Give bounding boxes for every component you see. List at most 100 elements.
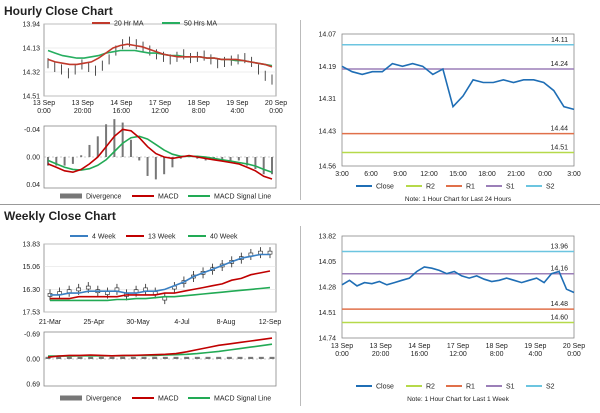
hourly-xtick-date: 14 Sep [110,100,132,107]
weekly-right-frame [341,235,575,339]
weekly-right-xtick-date: 13 Sep [331,343,353,350]
hourly-right-xtick: 12:00 [420,171,438,178]
weekly-right-xtick-date: 18 Sep [486,343,508,350]
hourly-level-label-s1: 14.24 [550,61,568,68]
weekly-4wk-line [50,253,270,296]
weekly-right-ytick: 13.82 [318,234,336,241]
weekly-level-label-s1: 14.16 [550,266,568,273]
weekly-level-label-r1: 14.48 [550,301,568,308]
weekly-ytick: 16.30 [22,287,40,294]
hourly-right-ytick: 14.56 [318,164,336,171]
weekly-xtick: 30-May [126,319,150,326]
weekly-candle-body [267,250,273,255]
weekly-right-legend-s1-label: S1 [506,384,515,391]
hourly-xtick-time: 0:00 [37,108,51,115]
weekly-13wk-line [50,270,271,300]
hourly-xtick-time: 20:00 [74,108,92,115]
hourly-xtick-date: 13 Sep [33,100,55,107]
weekly-legend-signal-label: MACD Signal Line [214,396,271,403]
weekly-candle-body [85,285,91,290]
hourly-xtick-time: 4:00 [231,108,245,115]
weekly-right-xtick-date: 19 Sep [524,343,546,350]
weekly-candle-body [105,291,110,295]
weekly-level-label-s2: 13.96 [550,244,568,251]
weekly-right-xtick-time: 0:00 [567,351,581,358]
section-divider [0,204,600,205]
weekly-right-xtick-time: 4:00 [529,351,543,358]
weekly-right-xtick-date: 20 Sep [563,343,585,350]
hourly-right-xtick: 18:00 [478,171,496,178]
hourly-xtick-date: 13 Sep [72,100,94,107]
weekly-ytick: 15.06 [22,264,40,271]
weekly-right-xtick-time: 20:00 [372,351,390,358]
weekly-candle-body [258,250,263,255]
weekly-legend-divergence-swatch [60,395,82,401]
weekly-macd-ytick: 0.69 [26,381,40,388]
hourly-right-ytick: 14.43 [318,128,336,135]
hourly-right-xtick: 6:00 [364,171,378,178]
weekly-title: Weekly Close Chart [4,209,116,223]
hourly-right-legend-s2-label: S2 [546,184,555,191]
weekly-40wk-line [50,286,271,302]
hourly-legend-signal-label: MACD Signal Line [214,194,271,201]
weekly-right-ytick: 14.74 [318,336,336,343]
weekly-candle-body [76,287,81,292]
weekly-right-ytick: 14.51 [318,310,336,317]
hourly-right-xtick: 3:00 [335,171,349,178]
weekly-right-xtick-date: 17 Sep [447,343,469,350]
hourly-ytick: 14.32 [22,70,40,77]
hourly-ytick: 14.13 [22,46,40,53]
weekly-level-label-r2: 14.60 [550,314,568,321]
hourly-macd-ytick: -0.04 [24,127,40,134]
weekly-xtick: 4-Jul [174,319,190,326]
hourly-ytick: 13.94 [22,22,40,29]
hourly-xtick-date: 20 Sep [265,100,287,107]
weekly-legend-13wk-label: 13 Week [148,234,176,241]
weekly-right-ytick: 14.05 [318,259,336,266]
weekly-close-line [341,266,575,294]
weekly-right-xtick-time: 16:00 [411,351,429,358]
weekly-legend-macd-label: MACD [158,396,179,403]
hourly-title: Hourly Close Chart [4,4,113,18]
hourly-legend-divergence-label: Divergence [86,194,122,201]
hourly-level-label-r1: 14.44 [550,126,568,133]
hourly-right-xtick: 21:00 [507,171,525,178]
weekly-right-legend-r1-label: R1 [466,384,475,391]
hourly-right-xtick: 0:00 [538,171,552,178]
weekly-right-xtick-time: 0:00 [335,351,349,358]
hourly-xtick-time: 0:00 [269,108,283,115]
hourly-legend-ma50-label: 50 Hrs MA [184,21,217,28]
hourly-right-frame [341,33,575,167]
hourly-right-legend-close-label: Close [376,184,394,191]
weekly-xtick: 8-Aug [217,319,236,326]
hourly-right-ytick: 14.07 [318,32,336,39]
weekly-right-legend-close-label: Close [376,384,394,391]
hourly-macd-ytick: 0.00 [26,155,40,162]
hourly-ytick: 14.51 [22,94,40,101]
hourly-right-legend-s1-label: S1 [506,184,515,191]
hourly-macd-line [47,128,273,180]
weekly-right-xtick-time: 8:00 [490,351,504,358]
hourly-close-line [341,62,575,111]
hourly-xtick-date: 18 Sep [188,100,210,107]
hourly-right-xtick: 9:00 [393,171,407,178]
hourly-legend-ma20-label: 20 Hr MA [114,21,144,28]
weekly-xtick: 21-Mar [39,319,62,326]
weekly-right-ytick: 14.28 [318,285,336,292]
column-divider-top [300,20,301,200]
hourly-right-xtick: 15:00 [449,171,467,178]
hourly-macd-ytick: 0.04 [26,182,40,189]
weekly-ytick: 17.53 [22,310,40,317]
hourly-signal-line [47,135,273,173]
weekly-macd-ytick: -0.69 [24,332,40,339]
hourly-legend-macd-label: MACD [158,194,179,201]
weekly-ytick: 13.83 [22,242,40,249]
hourly-right-note: Note: 1 Hour Chart for Last 24 Hours [405,196,512,203]
weekly-right-xtick-time: 12:00 [449,351,467,358]
hourly-ma20-line [47,43,273,68]
weekly-right-note: Note: 1 Hour Chart for Last 1 Week [407,396,510,403]
hourly-right-legend-r2-label: R2 [426,184,435,191]
hourly-right-legend-r1-label: R1 [466,184,475,191]
